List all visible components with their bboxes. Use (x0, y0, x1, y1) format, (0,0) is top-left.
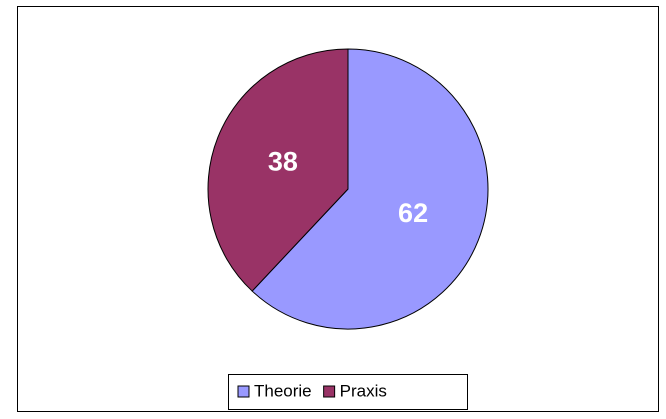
legend-label: Praxis (340, 381, 387, 400)
legend-swatch (323, 385, 336, 398)
legend-label: Theorie (254, 381, 312, 400)
pie-slice (207, 48, 349, 292)
legend-swatch (237, 385, 250, 398)
pie-slice (251, 48, 489, 330)
legend-box (228, 374, 468, 410)
data-label: 62 (398, 198, 428, 228)
data-label: 38 (268, 146, 298, 176)
